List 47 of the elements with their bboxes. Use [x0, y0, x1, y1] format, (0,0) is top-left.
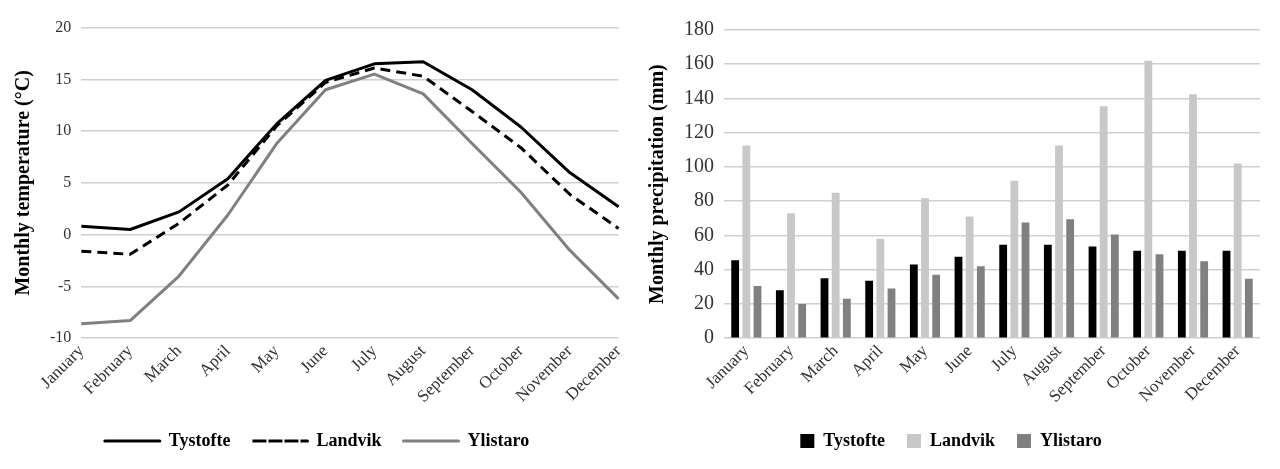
x-tick-label: June [940, 340, 976, 377]
y-tick-label: 80 [694, 188, 714, 211]
y-tick-label: -10 [50, 328, 72, 346]
y-tick-label: -5 [58, 276, 72, 294]
bar [865, 280, 874, 338]
y-tick-label: 5 [63, 173, 72, 191]
legend-label: Landvik [316, 429, 382, 450]
bar [932, 274, 941, 338]
legend-label: Ylistaro [1040, 429, 1102, 450]
x-tick-label: May [247, 340, 284, 377]
bar [1244, 278, 1253, 338]
legend-label: Ylistaro [467, 429, 530, 450]
y-tick-label: 160 [684, 51, 714, 74]
bar [1177, 250, 1186, 338]
legend-label: Tystofte [168, 429, 231, 450]
y-tick-label: 0 [704, 325, 714, 348]
y-tick-label: 60 [694, 222, 714, 245]
x-tick-label: July [346, 340, 381, 375]
x-tick-label: June [296, 340, 332, 377]
legend-label: Landvik [929, 429, 996, 450]
x-tick-label: July [986, 340, 1021, 375]
x-tick-label: May [895, 340, 932, 377]
bar [909, 264, 918, 338]
y-tick-label: 120 [684, 119, 714, 142]
y-tick-label: 20 [55, 17, 72, 35]
bar [731, 260, 740, 338]
y-tick-label: 40 [694, 256, 714, 279]
y-tick-label: 0 [63, 224, 72, 242]
bar [999, 244, 1008, 338]
y-tick-label: 15 [55, 69, 72, 87]
bar [1066, 219, 1075, 338]
y-tick-label: 20 [694, 291, 714, 314]
bar [842, 298, 851, 338]
bar [976, 266, 985, 338]
bar [1200, 261, 1209, 338]
bar [1133, 250, 1142, 338]
y-axis-title: Monthly temperature (°C) [11, 70, 35, 296]
bar [798, 303, 807, 338]
legend-label: Tystofte [823, 429, 885, 450]
y-axis-title: Monthly precipitation (mm) [645, 64, 669, 304]
y-tick-label: 140 [684, 85, 714, 108]
y-tick-label: 100 [684, 154, 714, 177]
bar [1043, 244, 1052, 338]
bar [775, 290, 784, 338]
y-tick-label: 10 [55, 121, 72, 139]
bar [1110, 234, 1119, 338]
y-tick-label: 180 [684, 17, 714, 40]
